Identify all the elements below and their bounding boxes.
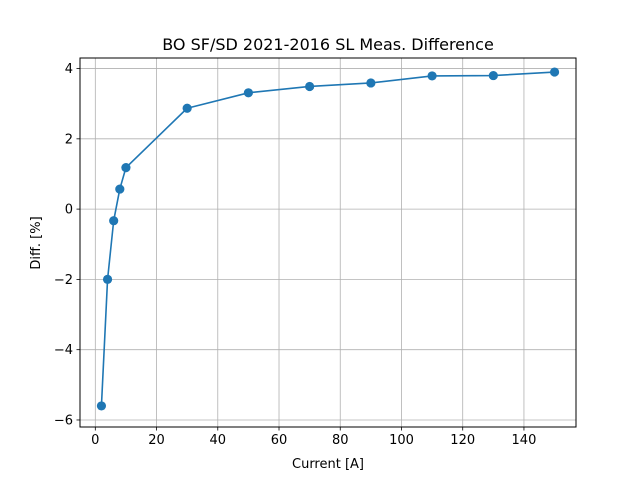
data-point — [115, 184, 125, 194]
data-point — [243, 88, 253, 98]
data-point — [366, 78, 376, 88]
chart-title: BO SF/SD 2021-2016 SL Meas. Difference — [162, 35, 494, 54]
x-tick-label: 0 — [91, 433, 99, 448]
y-tick-label: −4 — [54, 343, 73, 358]
x-tick-label: 40 — [210, 433, 227, 448]
axes-frame — [79, 57, 577, 428]
x-axis-label: Current [A] — [292, 457, 364, 472]
data-point — [488, 70, 498, 81]
axis-ticks: 0 20 40 60 80 100 120 140 −6 −4 −2 0 2 4 — [54, 62, 537, 448]
data-point — [96, 401, 107, 411]
y-tick-label: 0 — [65, 203, 73, 218]
grid-lines — [80, 58, 576, 427]
x-tick-label: 80 — [332, 433, 349, 448]
data-point — [182, 103, 192, 113]
x-tick-label: 120 — [450, 433, 475, 448]
data-point — [549, 67, 560, 77]
x-tick-label: 100 — [389, 433, 414, 448]
y-axis-label: Diff. [%] — [29, 216, 44, 269]
data-point — [121, 163, 131, 173]
data-point — [109, 216, 119, 226]
x-tick-label: 60 — [271, 433, 288, 448]
series-layer — [96, 67, 560, 411]
x-tick-label: 140 — [512, 433, 537, 448]
y-tick-label: 4 — [65, 62, 73, 77]
y-tick-label: −2 — [54, 273, 73, 288]
series-line — [100, 71, 555, 406]
data-point — [102, 274, 113, 284]
data-point — [305, 81, 315, 92]
data-point — [427, 71, 437, 81]
y-tick-label: −6 — [54, 413, 73, 428]
x-tick-label: 20 — [148, 433, 165, 448]
y-tick-label: 2 — [65, 132, 73, 147]
